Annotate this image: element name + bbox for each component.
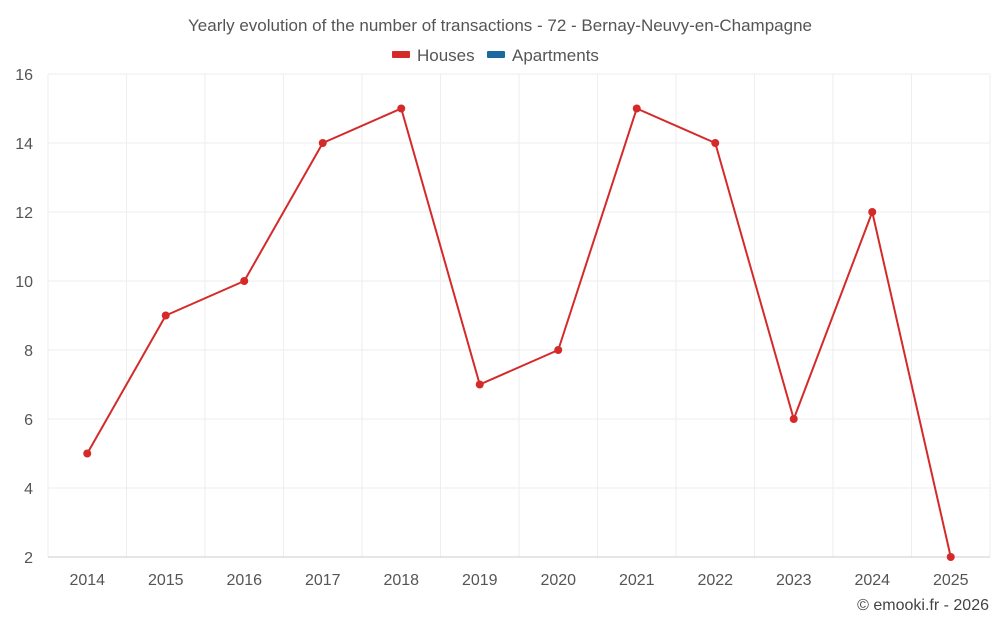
- y-tick-label: 10: [15, 274, 33, 291]
- y-tick-label: 2: [24, 550, 33, 567]
- x-tick-label: 2020: [540, 572, 576, 589]
- y-tick-label: 16: [15, 67, 33, 84]
- legend-label-apartments: Apartments: [512, 46, 599, 65]
- data-point-houses[interactable]: [946, 553, 955, 561]
- x-tick-label: 2018: [383, 572, 419, 589]
- x-tick-label: 2015: [148, 572, 184, 589]
- legend-swatch-houses: [392, 51, 410, 58]
- x-tick-label: 2017: [305, 572, 341, 589]
- data-point-houses[interactable]: [789, 415, 798, 423]
- x-tick-label: 2023: [776, 572, 812, 589]
- x-tick-label: 2024: [854, 572, 890, 589]
- data-point-houses[interactable]: [475, 380, 484, 389]
- legend-swatch-apartments: [487, 51, 505, 58]
- grid: [47, 73, 991, 557]
- legend-item-apartments[interactable]: Apartments: [487, 46, 599, 65]
- data-point-houses[interactable]: [318, 139, 327, 147]
- x-tick-label: 2014: [69, 572, 105, 589]
- data-point-houses[interactable]: [397, 104, 406, 113]
- series-layer: [83, 104, 955, 561]
- x-tick-label: 2019: [462, 572, 498, 589]
- data-point-houses[interactable]: [554, 346, 563, 354]
- y-tick-label: 4: [24, 481, 33, 498]
- x-tick-label: 2025: [933, 572, 969, 589]
- x-tick-label: 2021: [619, 572, 655, 589]
- chart-title: Yearly evolution of the number of transa…: [188, 16, 812, 35]
- legend: Houses Apartments: [392, 46, 599, 65]
- x-tick-label: 2016: [226, 572, 262, 589]
- y-tick-label: 14: [15, 136, 33, 153]
- data-point-houses[interactable]: [83, 449, 92, 458]
- legend-item-houses[interactable]: Houses: [392, 46, 475, 65]
- data-point-houses[interactable]: [868, 208, 877, 216]
- data-point-houses[interactable]: [240, 277, 249, 285]
- y-tick-label: 6: [24, 412, 33, 429]
- data-point-houses[interactable]: [711, 139, 720, 147]
- credit-text: © emooki.fr - 2026: [857, 597, 989, 614]
- data-point-houses[interactable]: [161, 311, 170, 320]
- series-line-houses: [86, 107, 952, 558]
- x-axis-ticks: 2014 2015 2016 2017 2018 2019 2020 2021 2022 2023…: [69, 572, 968, 589]
- x-tick-label: 2022: [697, 572, 733, 589]
- data-point-houses[interactable]: [632, 104, 641, 113]
- y-tick-label: 8: [24, 343, 33, 360]
- legend-label-houses: Houses: [417, 46, 475, 65]
- y-axis-ticks: 2 4 6 8 10 12 14 16: [15, 67, 33, 567]
- y-tick-label: 12: [15, 205, 33, 222]
